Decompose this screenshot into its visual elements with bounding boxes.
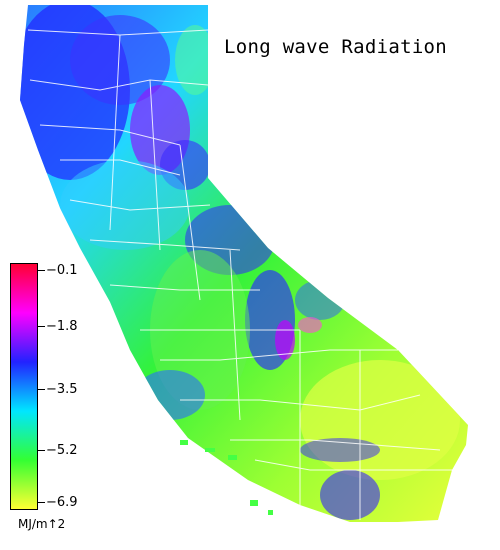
legend-tick-label: −5.2 bbox=[46, 443, 78, 458]
legend-tick-mark bbox=[38, 270, 45, 271]
county-boundaries bbox=[27, 29, 455, 520]
legend-colorbar bbox=[10, 263, 38, 510]
legend-tick-mark bbox=[38, 326, 45, 327]
legend-tick-mark bbox=[38, 389, 45, 390]
legend-tick-label: −1.8 bbox=[46, 319, 78, 334]
map-title: Long wave Radiation bbox=[224, 36, 448, 58]
legend-tick-label: −6.9 bbox=[46, 495, 78, 510]
channel-islands bbox=[180, 440, 273, 515]
legend-tick-mark bbox=[38, 450, 45, 451]
legend-tick-mark bbox=[38, 502, 45, 503]
legend-tick-label: −3.5 bbox=[46, 382, 78, 397]
legend-unit: MJ/m↑2 bbox=[18, 517, 66, 531]
legend-tick-label: −0.1 bbox=[46, 263, 78, 278]
